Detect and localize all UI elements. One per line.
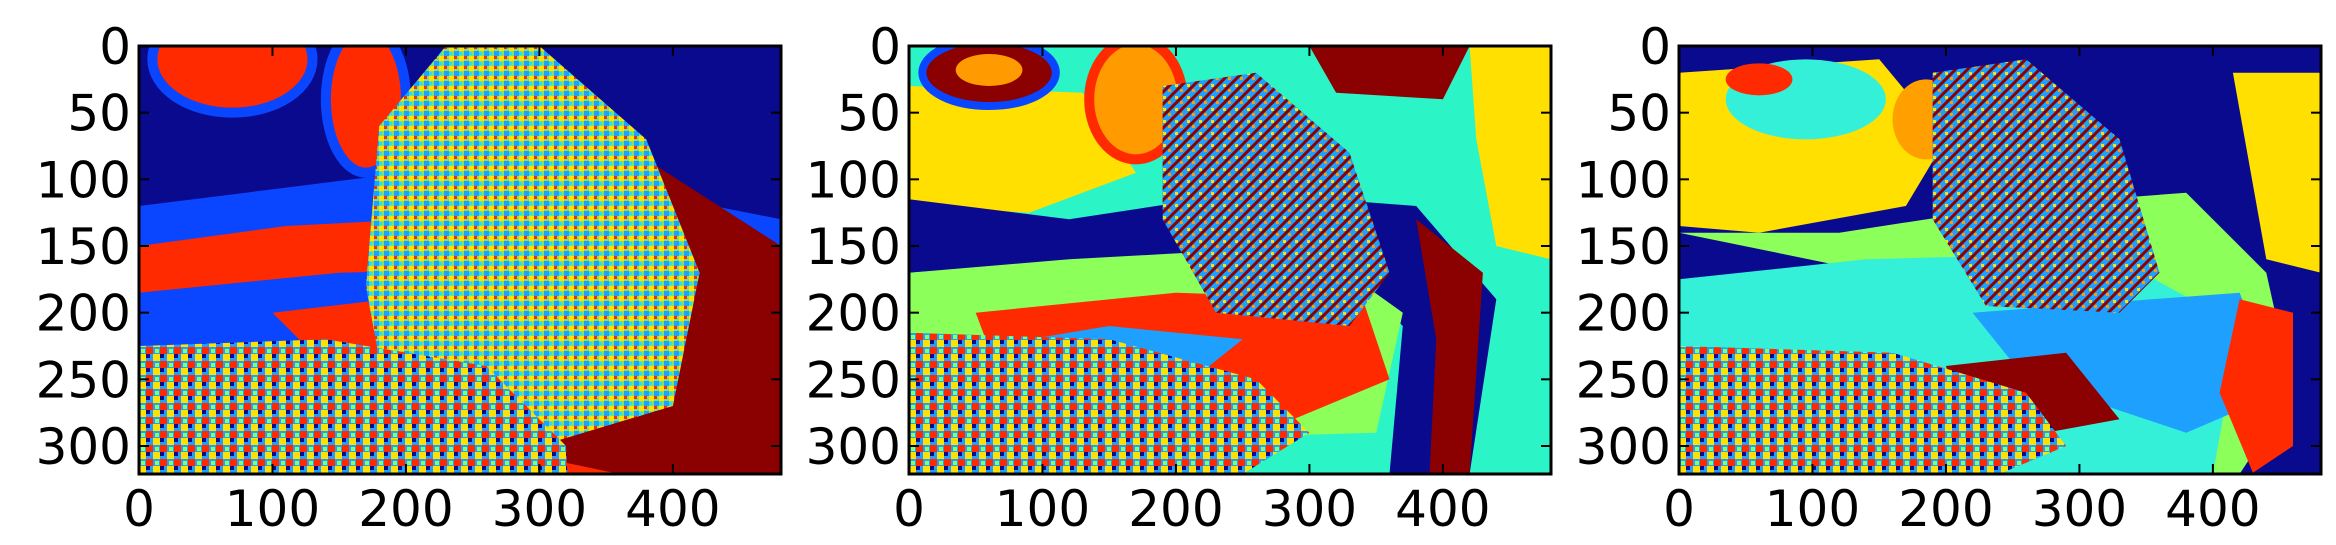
heatmap-image	[1679, 46, 2321, 474]
y-tick-label: 50	[837, 85, 901, 143]
region-darkred-right	[1416, 219, 1483, 474]
region-yellow-left	[909, 86, 1136, 213]
y-tick-label: 300	[1576, 418, 1671, 476]
axes-frame	[1677, 44, 2323, 476]
x-tick-label: 0	[123, 480, 155, 538]
x-tick-label: 0	[1663, 480, 1695, 538]
region-yellow-right	[2232, 72, 2321, 273]
x-tick-label: 400	[2165, 480, 2260, 538]
y-tick-label: 0	[99, 18, 131, 76]
axes-frame	[137, 44, 783, 476]
foliage-texture	[1679, 346, 2067, 474]
y-tick-label: 100	[36, 151, 131, 209]
blob-topleft	[147, 46, 318, 118]
x-tick-label: 200	[358, 480, 453, 538]
y-tick-label: 0	[1639, 18, 1671, 76]
region-lightblue	[1972, 292, 2280, 433]
x-axis: 0 100 200 300 400	[1663, 46, 2261, 538]
heatmap-image	[909, 46, 1551, 474]
x-tick-label: 300	[1262, 480, 1357, 538]
y-axis: 0 50 100 150 200 250 300	[806, 18, 1551, 476]
butterfly-wing	[1932, 59, 2160, 313]
y-tick-label: 100	[1576, 151, 1671, 209]
x-axis: 0 100 200 300 400	[123, 46, 721, 538]
foliage-texture	[909, 332, 1310, 474]
y-tick-label: 0	[869, 18, 901, 76]
y-tick-label: 150	[1576, 218, 1671, 276]
y-tick-label: 100	[806, 151, 901, 209]
y-axis: 0 50 100 150 200 250 300	[36, 18, 781, 476]
y-tick-label: 200	[36, 285, 131, 343]
y-tick-label: 200	[1576, 285, 1671, 343]
x-tick-label: 300	[2032, 480, 2127, 538]
x-tick-label: 100	[1765, 480, 1860, 538]
butterfly-noise	[365, 46, 700, 446]
y-tick-label: 150	[36, 218, 131, 276]
blob-red-top	[1725, 63, 1793, 96]
x-tick-label: 200	[1128, 480, 1223, 538]
x-tick-label: 200	[1898, 480, 1993, 538]
foliage-noise	[139, 339, 568, 474]
y-tick-label: 200	[806, 285, 901, 343]
x-tick-label: 100	[225, 480, 320, 538]
x-tick-label: 100	[995, 480, 1090, 538]
y-axis: 0 50 100 150 200 250 300	[1576, 18, 2321, 476]
heatmap-image	[139, 46, 781, 474]
y-tick-label: 250	[1576, 351, 1671, 409]
y-tick-label: 250	[806, 351, 901, 409]
x-tick-label: 0	[893, 480, 925, 538]
y-tick-label: 300	[36, 418, 131, 476]
x-tick-label: 400	[1395, 480, 1490, 538]
y-tick-label: 50	[1607, 85, 1671, 143]
region-darkred-top	[1309, 46, 1470, 100]
ring-topleft-core	[955, 54, 1023, 86]
region-red-right	[2219, 299, 2293, 473]
axes-frame	[907, 44, 1553, 476]
y-tick-label: 150	[806, 218, 901, 276]
y-tick-label: 300	[806, 418, 901, 476]
butterfly-wing	[1162, 72, 1390, 326]
y-tick-label: 250	[36, 351, 131, 409]
x-tick-label: 300	[492, 480, 587, 538]
x-axis: 0 100 200 300 400	[893, 46, 1491, 538]
region-yellow-right	[1469, 46, 1551, 260]
y-tick-label: 50	[67, 85, 131, 143]
x-tick-label: 400	[625, 480, 720, 538]
